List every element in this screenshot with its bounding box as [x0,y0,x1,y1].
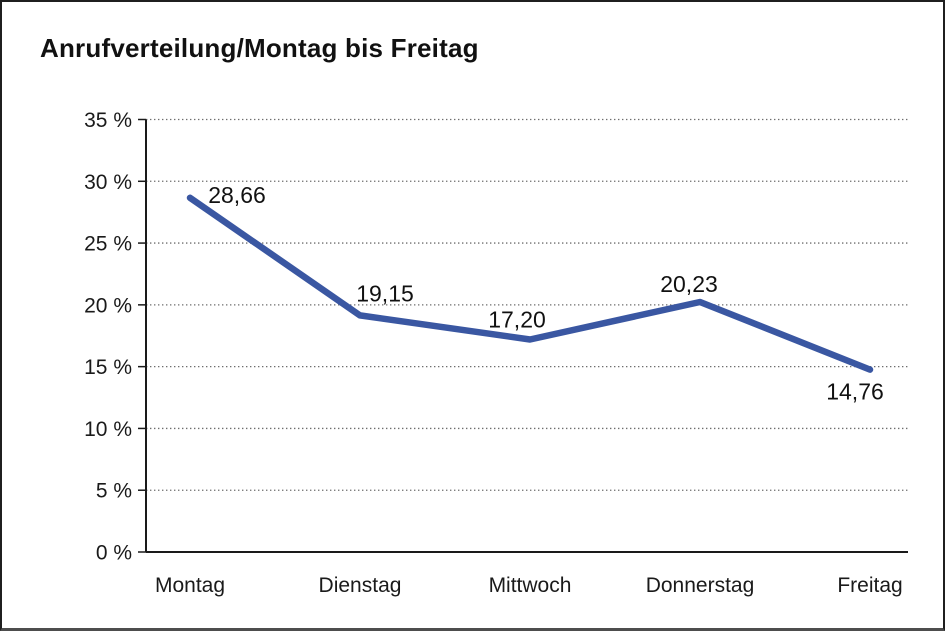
x-axis-category-label: Freitag [837,574,902,597]
data-point-label: 19,15 [356,280,414,306]
x-axis-category-label: Mittwoch [489,574,572,597]
data-point-label: 28,66 [208,182,266,208]
x-axis-category-label: Dienstag [319,574,402,597]
y-axis-tick-label: 25 % [84,233,132,256]
y-axis-tick-label: 5 % [96,480,132,503]
data-series-line [186,194,874,373]
data-point-label: 17,20 [488,306,546,332]
y-axis-tick-label: 10 % [84,418,132,441]
y-axis-tick-label: 15 % [84,356,132,379]
data-point-label: 20,23 [660,271,718,297]
y-axis-tick-label: 35 % [84,109,132,132]
data-point-label: 14,76 [826,379,884,405]
y-axis-tick-label: 30 % [84,171,132,194]
chart-title: Anrufverteilung/Montag bis Freitag [40,33,479,63]
x-axis-category-label: Montag [155,574,225,597]
y-axis-tick-label: 0 % [96,542,132,565]
x-axis-category-label: Donnerstag [646,574,755,597]
y-axis-tick-label: 20 % [84,294,132,317]
